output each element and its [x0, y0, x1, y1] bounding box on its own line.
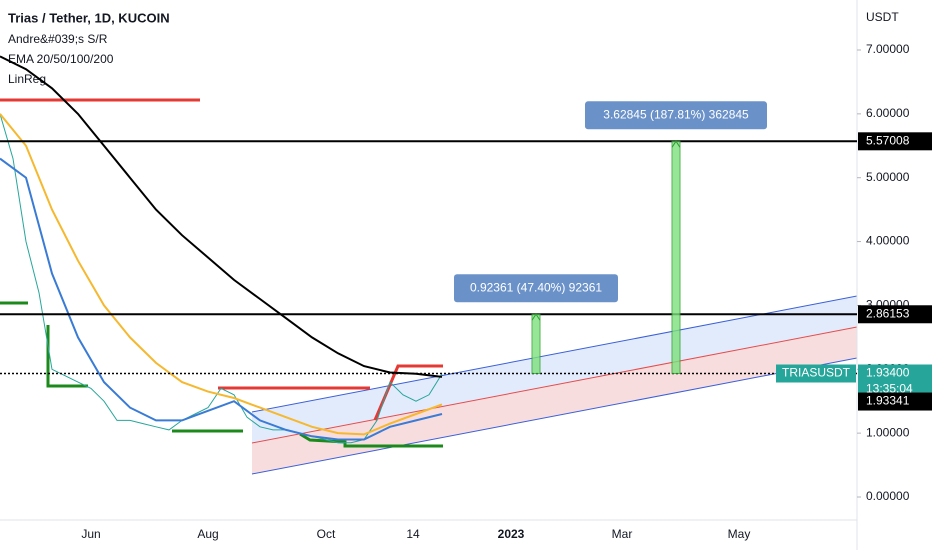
symbol-tag — [776, 364, 856, 383]
price-tag — [858, 305, 932, 324]
chart-title: Trias / Tether, 1D, KUCOIN — [8, 10, 170, 25]
x-tick-label: 2023 — [498, 527, 525, 541]
price-tag-label: 2.86153 — [866, 306, 910, 320]
channel-lower-fill — [252, 327, 857, 474]
countdown-label: 13:35:04 — [866, 382, 913, 396]
x-tick-label: May — [728, 527, 751, 541]
channel-upper — [251, 295, 857, 413]
price-tag-label: 1.93341 — [866, 394, 910, 408]
y-tick-label: 4.00000 — [866, 234, 910, 248]
y-axis-label: USDT — [866, 10, 899, 24]
symbol-tag-label: TRIASUSDT — [782, 366, 851, 380]
measure-range — [531, 313, 541, 375]
measure-arrow — [531, 313, 541, 321]
measure-box — [585, 101, 767, 130]
series-line — [0, 157, 443, 441]
measure-label: 0.92361 (47.40%) 92361 — [470, 280, 602, 294]
y-tick-label: 7.00000 — [866, 42, 910, 56]
x-tick-label: Oct — [317, 527, 336, 541]
price-tag-label: 1.93400 — [866, 366, 910, 380]
channel-lower — [251, 357, 857, 475]
measure-box — [454, 274, 618, 303]
price-tag — [858, 392, 932, 411]
x-tick-label: Mar — [612, 527, 633, 541]
x-tick-label: Aug — [197, 527, 218, 541]
x-tick-label: 14 — [406, 527, 420, 541]
measure-label: 3.62845 (187.81%) 362845 — [603, 107, 749, 121]
indicator-label: EMA 20/50/100/200 — [8, 52, 114, 66]
channel-mid — [251, 326, 857, 444]
indicator-label: Andre&#039;s S/R — [8, 32, 108, 46]
regression-channel — [251, 295, 857, 475]
series-line — [0, 55, 443, 378]
measure-range — [671, 140, 681, 375]
legend: Trias / Tether, 1D, KUCOIN Andre&#039;s … — [8, 10, 170, 86]
price-tag — [858, 132, 932, 151]
indicator-label: LinReg — [8, 72, 46, 86]
series-line — [0, 113, 443, 436]
measure-arrow — [671, 140, 681, 148]
y-tick-label: 5.00000 — [866, 170, 910, 184]
plot-lines — [0, 55, 443, 444]
support-resistance — [0, 98, 443, 448]
y-tick-label: 1.00000 — [866, 425, 910, 439]
y-tick-label: 0.00000 — [866, 489, 910, 503]
price-tag-label: 5.57008 — [866, 133, 910, 147]
support — [299, 432, 443, 448]
y-tick-label: 6.00000 — [866, 106, 910, 120]
resistance — [373, 364, 443, 421]
x-tick-label: Jun — [81, 527, 100, 541]
